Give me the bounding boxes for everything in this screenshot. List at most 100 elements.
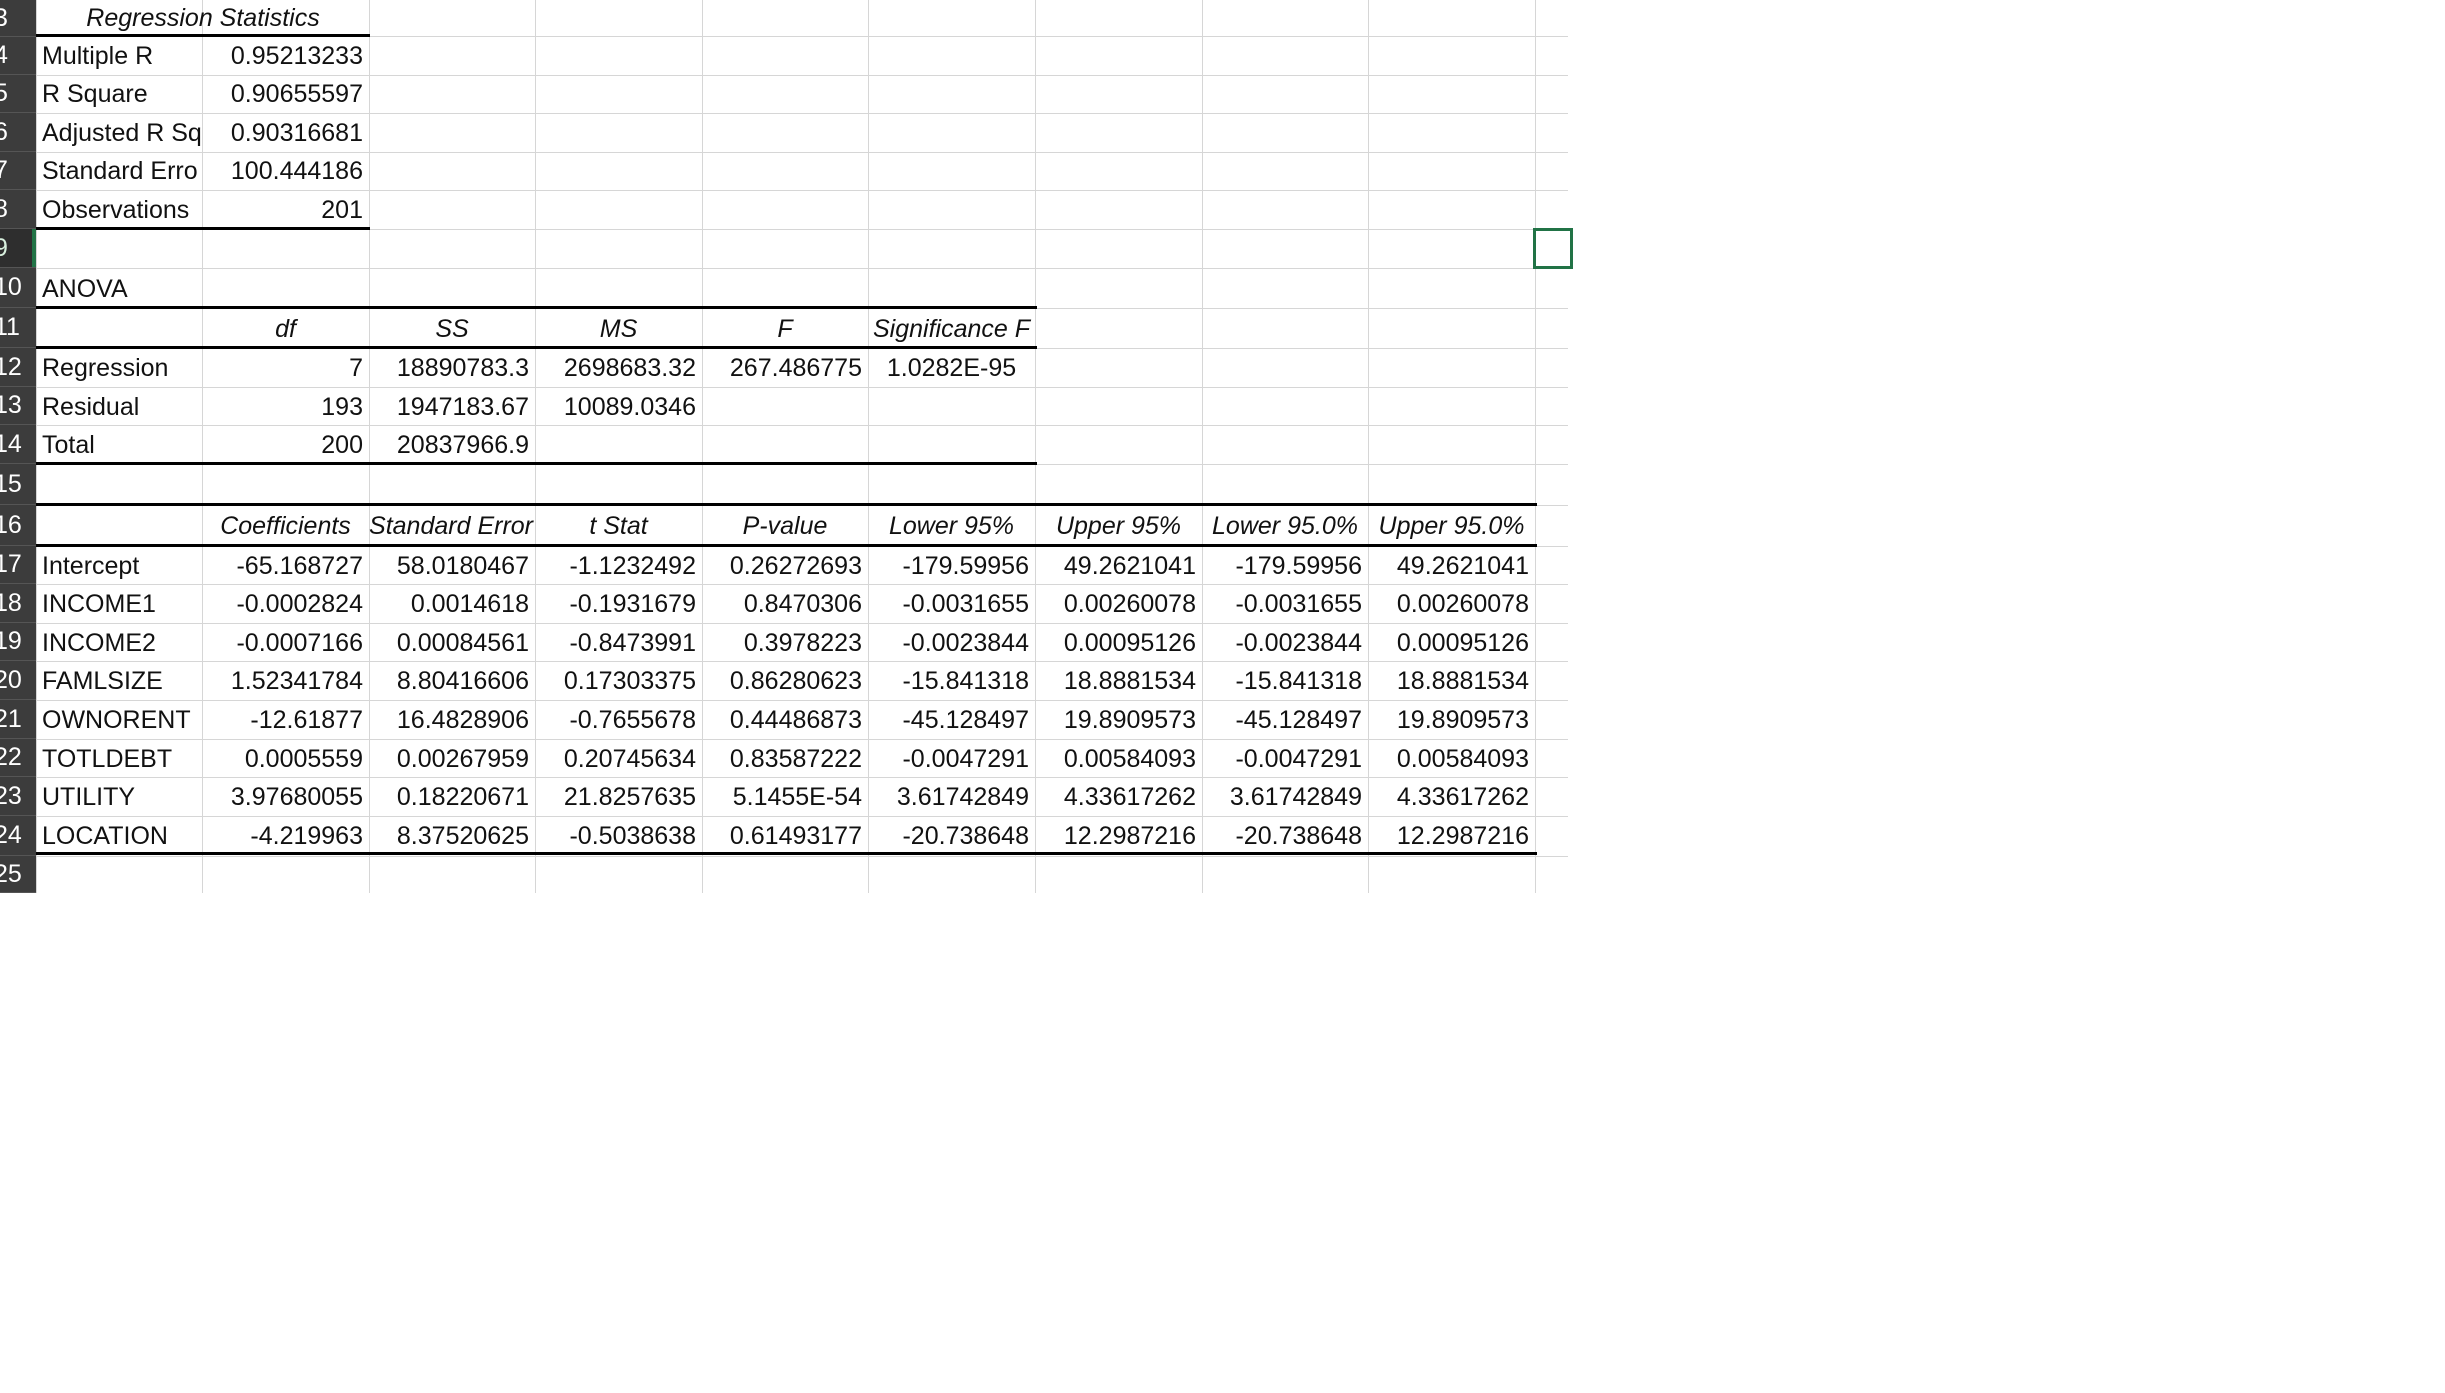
regression-statistics-header[interactable]: Regression Statistics [86,4,320,32]
coef-cell[interactable]: 0.3978223 [743,629,862,657]
coef-cell[interactable]: 0.00584093 [1396,745,1529,773]
anova-cell[interactable]: 267.486775 [729,354,862,382]
coef-cell[interactable]: 18.8881534 [1063,667,1196,695]
anova-cell[interactable]: 193 [321,393,363,421]
coef-row-label[interactable]: TOTLDEBT [42,745,173,773]
coef-cell[interactable]: 0.61493177 [729,822,862,850]
coef-header[interactable]: Coefficients [220,512,351,540]
coef-header[interactable]: Lower 95.0% [1212,512,1358,540]
coef-cell[interactable]: 58.0180467 [396,552,529,580]
coef-cell[interactable]: 4.33617262 [1396,783,1529,811]
coef-cell[interactable]: -0.0002824 [236,590,363,618]
coef-cell[interactable]: -0.1931679 [569,590,696,618]
row-header[interactable]: 3 [0,0,36,37]
anova-header[interactable]: SS [435,315,469,343]
coef-row-label[interactable]: FAMLSIZE [42,667,163,695]
coef-row-label[interactable]: INCOME1 [42,590,156,618]
coef-cell[interactable]: 0.83587222 [729,745,862,773]
anova-cell[interactable]: 2698683.32 [563,354,696,382]
coef-cell[interactable]: -0.0031655 [902,590,1029,618]
coef-cell[interactable]: 21.8257635 [563,783,696,811]
coef-cell[interactable]: 8.80416606 [396,667,529,695]
row-header[interactable]: 7 [0,152,36,190]
coef-cell[interactable]: 0.00084561 [396,629,529,657]
coef-cell[interactable]: 0.26272693 [729,552,862,580]
coef-cell[interactable]: 0.00584093 [1063,745,1196,773]
anova-cell[interactable]: 18890783.3 [396,354,529,382]
row-header-selected[interactable]: 9 [0,229,36,268]
coef-cell[interactable]: 3.97680055 [230,783,363,811]
row-header[interactable]: 8 [0,190,36,229]
coef-cell[interactable]: 0.17303375 [563,667,696,695]
spreadsheet-grid[interactable]: 3 4 5 6 7 8 9 10 11 12 13 14 15 16 17 18… [0,0,1573,893]
coef-cell[interactable]: 0.00260078 [1063,590,1196,618]
coef-cell[interactable]: 0.00267959 [396,745,529,773]
anova-row-label[interactable]: Total [42,431,95,459]
coef-cell[interactable]: 8.37520625 [396,822,529,850]
coef-cell[interactable]: 5.1455E-54 [732,783,862,811]
anova-cell[interactable]: 10089.0346 [563,393,696,421]
coef-cell[interactable]: 49.2621041 [1063,552,1196,580]
row-header[interactable]: 25 [0,856,36,893]
coef-cell[interactable]: -0.5038638 [569,822,696,850]
coef-cell[interactable]: 4.33617262 [1063,783,1196,811]
coef-cell[interactable]: 0.00095126 [1063,629,1196,657]
coef-cell[interactable]: -0.0031655 [1235,590,1362,618]
row-header[interactable]: 11 [0,308,36,348]
row-header[interactable]: 20 [0,661,36,700]
coef-cell[interactable]: -0.0047291 [902,745,1029,773]
stat-value[interactable]: 0.95213233 [230,42,363,70]
anova-cell[interactable]: 200 [321,431,363,459]
coef-cell[interactable]: -0.0047291 [1235,745,1362,773]
coef-cell[interactable]: 0.00260078 [1396,590,1529,618]
coef-cell[interactable]: 19.8909573 [1396,706,1529,734]
coef-header[interactable]: Upper 95% [1055,512,1182,540]
coef-cell[interactable]: 18.8881534 [1396,667,1529,695]
coef-cell[interactable]: 1.52341784 [230,667,363,695]
coef-cell[interactable]: 0.0014618 [410,590,529,618]
coef-cell[interactable]: 0.0005559 [244,745,363,773]
row-header[interactable]: 16 [0,505,36,546]
stat-label[interactable]: Adjusted R Sq [42,119,202,147]
row-header[interactable]: 6 [0,113,36,152]
anova-row-label[interactable]: Residual [42,393,140,421]
coef-cell[interactable]: -15.841318 [1235,667,1362,695]
coef-cell[interactable]: 3.61742849 [896,783,1029,811]
row-header[interactable]: 24 [0,816,36,856]
coef-cell[interactable]: 49.2621041 [1396,552,1529,580]
row-header[interactable]: 10 [0,268,36,308]
anova-row-label[interactable]: Regression [42,354,169,382]
row-header[interactable]: 17 [0,546,36,584]
coef-cell[interactable]: 0.86280623 [729,667,862,695]
coef-cell[interactable]: 12.2987216 [1396,822,1529,850]
coef-header[interactable]: Upper 95.0% [1378,512,1525,540]
coef-cell[interactable]: -45.128497 [1235,706,1362,734]
coef-cell[interactable]: -12.61877 [250,706,363,734]
coef-cell[interactable]: -20.738648 [1235,822,1362,850]
coef-cell[interactable]: -45.128497 [902,706,1029,734]
stat-value[interactable]: 201 [321,196,363,224]
row-header[interactable]: 12 [0,348,36,387]
coef-cell[interactable]: 0.8470306 [743,590,862,618]
row-header[interactable]: 18 [0,584,36,623]
stat-value[interactable]: 100.444186 [230,157,363,185]
coef-cell[interactable]: 3.61742849 [1229,783,1362,811]
anova-header[interactable]: MS [599,315,638,343]
coef-cell[interactable]: 0.18220671 [396,783,529,811]
coef-cell[interactable]: -0.0007166 [236,629,363,657]
stat-label[interactable]: R Square [42,80,148,108]
coef-cell[interactable]: 16.4828906 [396,706,529,734]
coef-cell[interactable]: 12.2987216 [1063,822,1196,850]
row-header[interactable]: 4 [0,37,36,75]
coef-cell[interactable]: 0.00095126 [1396,629,1529,657]
coef-cell[interactable]: -65.168727 [236,552,363,580]
anova-cell[interactable]: 1.0282E-95 [886,354,1017,382]
anova-cell[interactable]: 20837966.9 [396,431,529,459]
coef-header[interactable]: Lower 95% [888,512,1015,540]
row-header[interactable]: 5 [0,75,36,113]
stat-label[interactable]: Observations [42,196,190,224]
stat-label[interactable]: Standard Erro [42,157,198,185]
row-header[interactable]: 23 [0,777,36,816]
anova-title[interactable]: ANOVA [42,275,128,303]
coef-cell[interactable]: -20.738648 [902,822,1029,850]
